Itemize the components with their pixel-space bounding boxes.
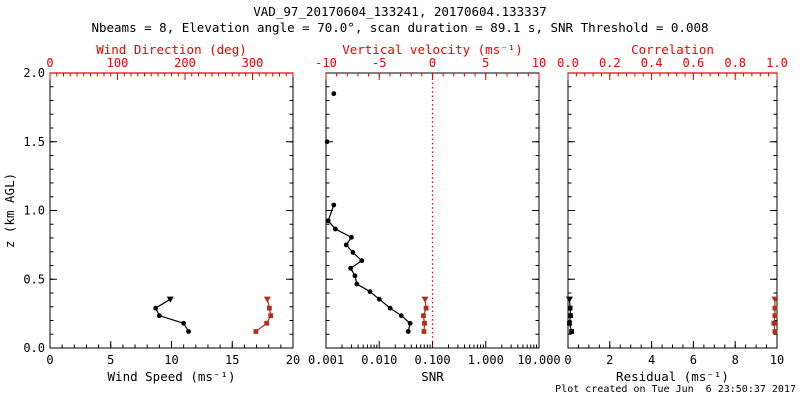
top-tick-label: 200: [174, 56, 196, 70]
x-tick-label: 5: [107, 353, 114, 367]
y-axis-title: z (km AGL): [2, 173, 17, 248]
x-tick-label: 1.000: [468, 353, 504, 367]
x-tick-label: 0.001: [308, 353, 344, 367]
wind-panel-top-axis-title: Wind Direction (deg): [96, 42, 247, 57]
y-tick-label: 1.0: [23, 204, 45, 218]
wind-panel-series-wind-speed: [153, 296, 191, 334]
wind-panel-bottom-axis: 0 5 10 15 20 Wind Speed (ms⁻¹): [46, 341, 300, 384]
x-tick-label: 0: [46, 353, 53, 367]
wind-panel-y-axis: 0.0 0.5 1.0 1.5 2.0: [23, 66, 293, 355]
residual-panel-series-residual: [565, 296, 574, 334]
residual-panel-bottom-axis-title: Residual (ms⁻¹): [616, 369, 729, 384]
top-tick-label: 0.2: [599, 56, 621, 70]
snr-panel-series-snr-upper-gates: [324, 91, 337, 145]
x-tick-label: 8: [732, 353, 739, 367]
residual-panel-y-axis: [568, 72, 777, 349]
x-tick-label: 2: [606, 353, 613, 367]
top-tick-label: 5: [482, 56, 489, 70]
figure-title: VAD_97_20170604_133241, 20170604.133337: [253, 4, 547, 19]
top-tick-label: 100: [107, 56, 129, 70]
y-tick-label: 2.0: [23, 66, 45, 80]
snr-panel-bottom-axis: 0.001 0.010 0.100 1.000 10.000 SNR: [308, 341, 561, 384]
snr-panel-series-vertical-velocity: [421, 296, 429, 334]
top-tick-label: 0.6: [683, 56, 705, 70]
top-tick-label: -10: [315, 56, 337, 70]
x-tick-label: 10.000: [517, 353, 560, 367]
top-tick-label: 0.8: [724, 56, 746, 70]
x-tick-label: 10: [164, 353, 178, 367]
x-tick-label: 0.010: [361, 353, 397, 367]
snr-panel-top-axis-title: Vertical velocity (ms⁻¹): [342, 42, 523, 57]
snr-panel-top-axis: -10 -5 0 5 10 Vertical velocity (ms⁻¹): [315, 42, 546, 80]
x-tick-label: 6: [690, 353, 697, 367]
x-tick-label: 0: [564, 353, 571, 367]
plot-created-timestamp: Plot created on Tue Jun 6 23:50:37 2017: [555, 384, 796, 395]
y-tick-label: 0.0: [23, 341, 45, 355]
top-tick-label: 0: [46, 56, 53, 70]
residual-panel-series-correlation: [771, 296, 779, 334]
x-tick-label: 15: [225, 353, 239, 367]
top-tick-label: 0.0: [557, 56, 579, 70]
top-tick-label: 10: [532, 56, 546, 70]
figure-subtitle: Nbeams = 8, Elevation angle = 70.0°, sca…: [91, 20, 709, 35]
x-tick-label: 4: [648, 353, 655, 367]
top-tick-label: 1.0: [766, 56, 788, 70]
residual-panel-top-axis: 0.0 0.2 0.4 0.6 0.8 1.0 Correlation: [557, 42, 788, 80]
snr-panel-series-snr-profile: [325, 202, 413, 334]
top-tick-label: 0: [429, 56, 436, 70]
wind-panel-series-wind-direction: [253, 296, 274, 334]
top-tick-label: -5: [372, 56, 386, 70]
residual-panel-top-axis-title: Correlation: [631, 42, 714, 57]
snr-panel: 0.001 0.010 0.100 1.000 10.000 SNR -10 -5 0 5 10 Ve…: [308, 42, 561, 384]
x-tick-label: 10: [770, 353, 784, 367]
residual-panel: 0 2 4 6 8 10 Residual (ms⁻¹) 0.0 0.2 0.4 0.6 0.8 1.0…: [557, 42, 788, 384]
y-tick-label: 1.5: [23, 135, 45, 149]
top-tick-label: 300: [242, 56, 264, 70]
residual-panel-frame: [567, 72, 778, 349]
residual-panel-bottom-axis: 0 2 4 6 8 10 Residual (ms⁻¹): [564, 341, 784, 384]
x-tick-label: 20: [286, 353, 300, 367]
wind-panel-bottom-axis-title: Wind Speed (ms⁻¹): [108, 369, 236, 384]
y-tick-label: 0.5: [23, 272, 45, 286]
wind-panel-frame: [49, 72, 294, 349]
top-tick-label: 0.4: [641, 56, 663, 70]
snr-panel-bottom-axis-title: SNR: [421, 369, 444, 384]
x-tick-label: 0.100: [414, 353, 450, 367]
